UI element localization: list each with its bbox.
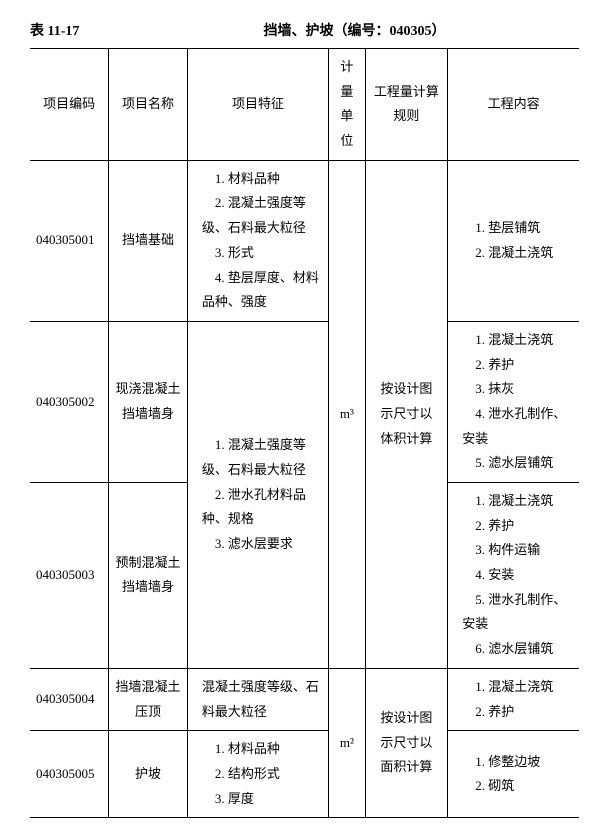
- table-row: 040305002 现浇混凝土挡墙墙身 1. 混凝土强度等级、石料最大粒径 2.…: [30, 321, 579, 482]
- cell-name: 挡墙基础: [109, 160, 188, 321]
- table-title: 挡墙、护坡（编号：040305）: [130, 20, 579, 40]
- cell-content: 1. 混凝土浇筑 2. 养护 3. 抹灰 4. 泄水孔制作、安装 5. 滤水层铺…: [448, 321, 579, 482]
- cell-code: 040305003: [30, 483, 109, 669]
- col-code: 项目编码: [30, 49, 109, 161]
- col-rule: 工程量计算规则: [365, 49, 448, 161]
- cell-feature: 1. 材料品种 2. 结构形式 3. 厚度: [187, 731, 328, 818]
- cell-code: 040305002: [30, 321, 109, 482]
- cell-name: 预制混凝土挡墙墙身: [109, 483, 188, 669]
- cell-content: 1. 混凝土浇筑 2. 养护: [448, 668, 579, 730]
- cell-rule: 按设计图示尺寸以体积计算: [365, 160, 448, 668]
- cell-name: 挡墙混凝土压顶: [109, 668, 188, 730]
- cell-content: 1. 垫层铺筑 2. 混凝土浇筑: [448, 160, 579, 321]
- table-header: 表 11-17 挡墙、护坡（编号：040305）: [30, 20, 579, 40]
- cell-code: 040305001: [30, 160, 109, 321]
- col-feature: 项目特征: [187, 49, 328, 161]
- table-row: 040305005 护坡 1. 材料品种 2. 结构形式 3. 厚度 1. 修整…: [30, 731, 579, 818]
- table-head-row: 项目编码 项目名称 项目特征 计量单位 工程量计算规则 工程内容: [30, 49, 579, 161]
- cell-name: 护坡: [109, 731, 188, 818]
- cell-code: 040305004: [30, 668, 109, 730]
- col-content: 工程内容: [448, 49, 579, 161]
- cell-code: 040305005: [30, 731, 109, 818]
- cell-rule: 按设计图示尺寸以面积计算: [365, 668, 448, 817]
- cell-unit: m²: [329, 668, 365, 817]
- cell-feature: 1. 混凝土强度等级、石料最大粒径 2. 泄水孔材料品种、规格 3. 滤水层要求: [187, 321, 328, 668]
- cell-content: 1. 修整边坡 2. 砌筑: [448, 731, 579, 818]
- table-row: 040305004 挡墙混凝土压顶 混凝土强度等级、石料最大粒径 m² 按设计图…: [30, 668, 579, 730]
- col-unit: 计量单位: [329, 49, 365, 161]
- cell-unit: m³: [329, 160, 365, 668]
- col-name: 项目名称: [109, 49, 188, 161]
- table-row: 040305001 挡墙基础 1. 材料品种 2. 混凝土强度等级、石料最大粒径…: [30, 160, 579, 321]
- spec-table: 项目编码 项目名称 项目特征 计量单位 工程量计算规则 工程内容 0403050…: [30, 48, 579, 818]
- cell-feature: 混凝土强度等级、石料最大粒径: [187, 668, 328, 730]
- cell-feature: 1. 材料品种 2. 混凝土强度等级、石料最大粒径 3. 形式 4. 垫层厚度、…: [187, 160, 328, 321]
- cell-content: 1. 混凝土浇筑 2. 养护 3. 构件运输 4. 安装 5. 泄水孔制作、安装…: [448, 483, 579, 669]
- cell-name: 现浇混凝土挡墙墙身: [109, 321, 188, 482]
- table-number: 表 11-17: [30, 20, 130, 40]
